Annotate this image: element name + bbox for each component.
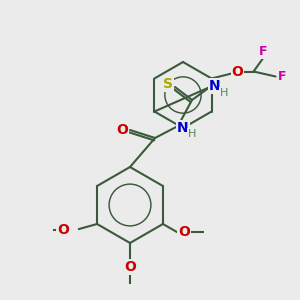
Text: H: H <box>220 88 228 98</box>
Text: N: N <box>209 79 221 93</box>
Text: H: H <box>188 129 196 139</box>
Text: O: O <box>178 225 190 239</box>
Text: F: F <box>259 45 268 58</box>
Text: F: F <box>278 70 287 83</box>
Text: N: N <box>177 121 189 135</box>
Text: S: S <box>163 77 173 91</box>
Text: O: O <box>232 64 244 79</box>
Text: O: O <box>57 223 69 237</box>
Text: O: O <box>124 260 136 274</box>
Text: O: O <box>116 123 128 137</box>
